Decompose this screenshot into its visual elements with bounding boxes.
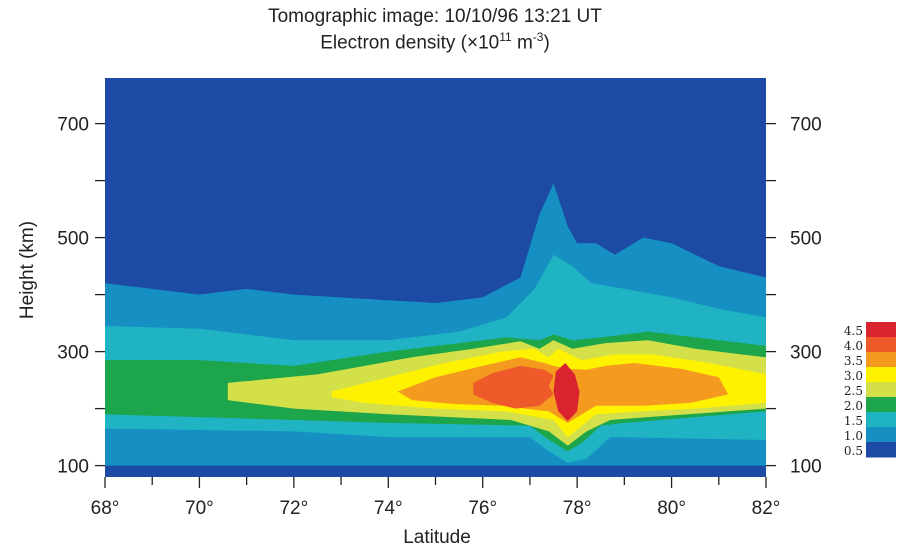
y-tick-label-right-2: 500 bbox=[790, 229, 822, 250]
y-tick-label-right-1: 300 bbox=[790, 343, 822, 364]
colorbar-swatch-2 bbox=[866, 352, 896, 368]
density-contour-7 bbox=[553, 363, 580, 422]
x-tick-label-2: 72° bbox=[279, 498, 308, 519]
colorbar-label-8: 0.5 bbox=[844, 444, 863, 458]
colorbar-label-3: 3.0 bbox=[844, 369, 863, 383]
y-tick-label-left-0: 100 bbox=[57, 457, 89, 478]
subtitle-exponent-1: 11 bbox=[499, 30, 512, 44]
y-tick-label-left-1: 300 bbox=[57, 343, 89, 364]
colorbar-swatch-0 bbox=[866, 322, 896, 338]
y-axis-label: Height (km) bbox=[17, 221, 38, 319]
density-contour-6 bbox=[473, 365, 554, 409]
colorbar-swatch-8 bbox=[866, 442, 896, 458]
y-tick-label-right-0: 100 bbox=[790, 457, 822, 478]
chart-subtitle: Electron density (×1011 m-3) bbox=[0, 30, 870, 54]
x-tick-label-4: 76° bbox=[468, 498, 497, 519]
chart-title: Tomographic image: 10/10/96 13:21 UT bbox=[268, 6, 602, 27]
colorbar-label-2: 3.5 bbox=[844, 354, 863, 368]
colorbar-swatch-4 bbox=[866, 382, 896, 398]
colorbar-swatch-5 bbox=[866, 397, 896, 413]
x-tick-label-1: 70° bbox=[185, 498, 214, 519]
colorbar-swatch-3 bbox=[866, 367, 896, 383]
colorbar-swatch-1 bbox=[866, 337, 896, 353]
x-tick-label-7: 82° bbox=[752, 498, 781, 519]
y-tick-label-left-2: 500 bbox=[57, 229, 89, 250]
subtitle-exponent-2: -3 bbox=[532, 30, 544, 44]
colorbar-label-4: 2.5 bbox=[844, 384, 863, 398]
subtitle-prefix: Electron density (×10 bbox=[320, 32, 500, 54]
axes: 100 100 300 300 500 500 700 700 68° 70° 72° 74° 76° 7… bbox=[57, 115, 821, 519]
y-tick-label-right-3: 700 bbox=[790, 115, 822, 136]
colorbar-swatch-6 bbox=[866, 412, 896, 428]
plot-area bbox=[105, 78, 767, 477]
colorbar: 4.54.03.53.02.52.01.51.00.5 bbox=[844, 322, 896, 458]
x-axis-label: Latitude bbox=[403, 527, 471, 547]
x-tick-label-6: 80° bbox=[657, 498, 686, 519]
y-tick-label-left-3: 700 bbox=[57, 115, 89, 136]
colorbar-label-0: 4.5 bbox=[844, 324, 863, 338]
x-tick-label-0: 68° bbox=[91, 498, 120, 519]
subtitle-suffix: ) bbox=[543, 32, 550, 54]
colorbar-label-6: 1.5 bbox=[844, 414, 863, 428]
x-tick-label-5: 78° bbox=[563, 498, 592, 519]
subtitle-unit: m bbox=[511, 32, 533, 54]
colorbar-label-7: 1.0 bbox=[844, 429, 863, 443]
x-tick-label-3: 74° bbox=[374, 498, 403, 519]
colorbar-swatch-7 bbox=[866, 427, 896, 443]
colorbar-label-5: 2.0 bbox=[844, 399, 863, 413]
colorbar-label-1: 4.0 bbox=[844, 339, 863, 353]
